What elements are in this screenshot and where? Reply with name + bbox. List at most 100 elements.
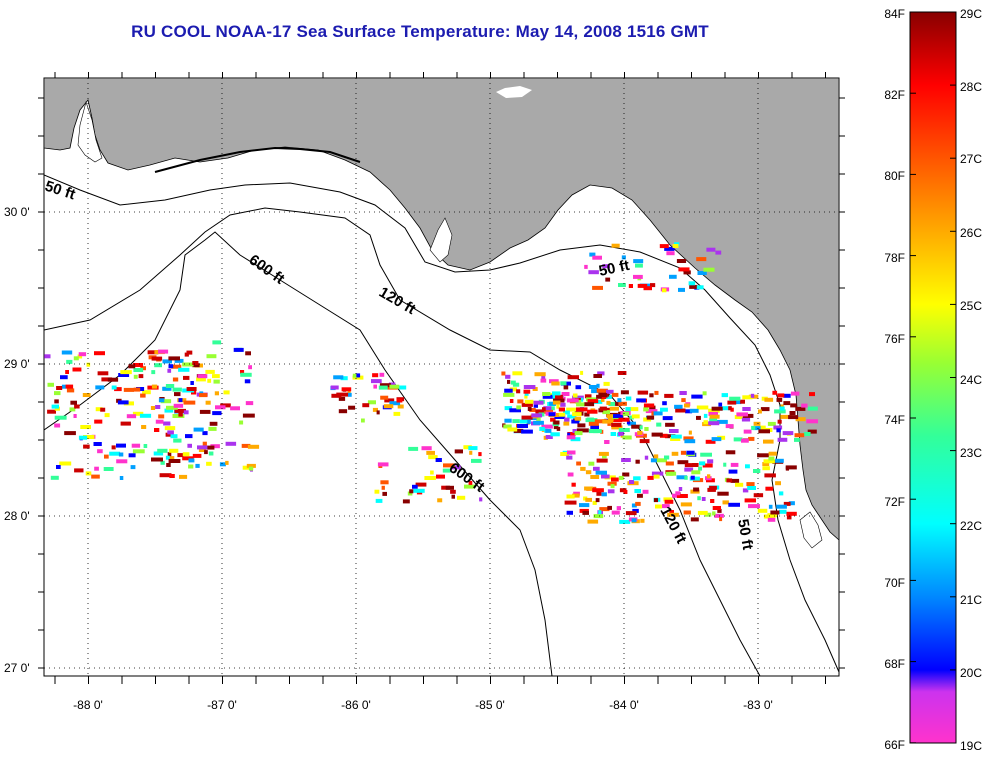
sst-pixel <box>94 351 105 356</box>
sst-pixel <box>590 475 600 479</box>
sst-pixel <box>116 443 126 448</box>
sst-pixel <box>655 458 667 463</box>
lat-label-30: 30 0' <box>4 205 30 219</box>
sst-pixel <box>696 415 701 420</box>
sst-pixel <box>639 439 650 444</box>
sst-pixel <box>588 270 599 275</box>
sst-pixel <box>478 452 482 457</box>
sst-pixel <box>65 384 74 389</box>
sst-pixel <box>174 358 184 363</box>
sst-pixel <box>548 412 556 417</box>
sst-pixel <box>730 407 734 412</box>
sst-pixel <box>733 400 742 405</box>
sst-pixel <box>611 243 620 248</box>
sst-pixel <box>193 427 204 432</box>
sst-pixel <box>794 437 800 442</box>
sst-pixel <box>204 450 208 455</box>
sst-pixel <box>790 391 800 396</box>
sst-pixel <box>94 419 103 424</box>
sst-pixel <box>649 405 656 410</box>
sst-pixel <box>584 394 592 399</box>
sst-pixel <box>179 474 188 479</box>
sst-pixel <box>621 255 626 260</box>
sst-pixel <box>128 453 136 458</box>
sst-pixel <box>618 283 626 287</box>
sst-pixel <box>736 412 748 417</box>
sst-pixel <box>138 374 144 379</box>
sst-pixel <box>168 456 175 461</box>
sst-pixel <box>598 451 609 456</box>
sst-pixel <box>734 415 746 419</box>
contour-50ft <box>44 174 839 673</box>
sst-pixel <box>558 412 566 417</box>
sst-pixel <box>790 403 797 408</box>
cb-c-29: 29C <box>960 7 982 21</box>
cb-c-22: 22C <box>960 519 982 533</box>
sst-pixel <box>684 403 690 408</box>
sst-pixel <box>768 451 777 456</box>
sst-pixel <box>571 482 576 487</box>
sst-pixel <box>631 414 640 419</box>
contour-label-50ft-south: 50 ft <box>734 518 756 551</box>
sst-pixel <box>70 400 77 405</box>
sst-pixel <box>691 470 701 475</box>
sst-pixel <box>168 364 174 369</box>
sst-pixel <box>80 425 91 429</box>
sst-pixel <box>543 406 552 411</box>
sst-pixel <box>567 432 571 437</box>
sst-pixel <box>468 446 478 451</box>
sst-pixel <box>517 399 524 404</box>
sst-pixel <box>777 437 788 442</box>
sst-pixel <box>171 364 182 369</box>
sst-pixel <box>541 424 553 429</box>
sst-pixel <box>64 431 76 436</box>
sst-pixel <box>202 431 208 436</box>
sst-pixel <box>507 379 511 384</box>
sst-pixel <box>214 391 219 396</box>
sst-pixel <box>607 421 611 426</box>
cb-c-25: 25C <box>960 299 982 313</box>
sst-pixel <box>775 481 781 486</box>
sst-pixel <box>97 449 103 454</box>
sst-pixel <box>512 419 520 424</box>
sst-pixel <box>553 398 565 403</box>
sst-pixel <box>442 468 451 473</box>
sst-pixel <box>509 387 517 392</box>
sst-pixel <box>637 283 648 288</box>
sst-pixel <box>596 458 608 463</box>
sst-pixel <box>445 485 454 490</box>
sst-pixel <box>172 377 179 382</box>
sst-pixel <box>233 347 244 352</box>
sst-pixel <box>393 411 401 416</box>
sst-pixel <box>587 399 599 404</box>
sst-pixel <box>618 475 624 480</box>
sst-pixel <box>244 379 251 384</box>
sst-pixel <box>670 437 681 441</box>
sst-pixel <box>551 381 560 386</box>
sst-pixel <box>166 405 178 410</box>
sst-pixel <box>656 422 662 427</box>
sst-pixel <box>388 382 396 387</box>
sst-pixel <box>550 417 556 422</box>
sst-pixel <box>50 475 59 480</box>
sst-pixel <box>600 393 607 397</box>
sst-pixel <box>610 432 616 436</box>
sst-pixel <box>540 378 547 383</box>
sst-pixel <box>572 395 584 400</box>
sst-pixel <box>373 384 377 389</box>
sst-pixel <box>763 439 774 444</box>
sst-pixel <box>192 363 200 368</box>
sst-pixel <box>617 398 622 403</box>
sst-pixel <box>441 485 450 490</box>
sst-pixel <box>54 391 61 396</box>
sst-pixel <box>596 388 608 393</box>
sst-pixel <box>241 443 251 448</box>
sst-pixel <box>786 511 797 516</box>
sst-pixel <box>672 244 679 248</box>
sst-pixel <box>659 244 669 249</box>
sst-pixel <box>625 407 631 412</box>
sst-pixel <box>586 417 594 422</box>
sst-pixel <box>182 456 194 461</box>
frame-ticks <box>38 72 845 684</box>
sst-pixel <box>154 363 162 368</box>
